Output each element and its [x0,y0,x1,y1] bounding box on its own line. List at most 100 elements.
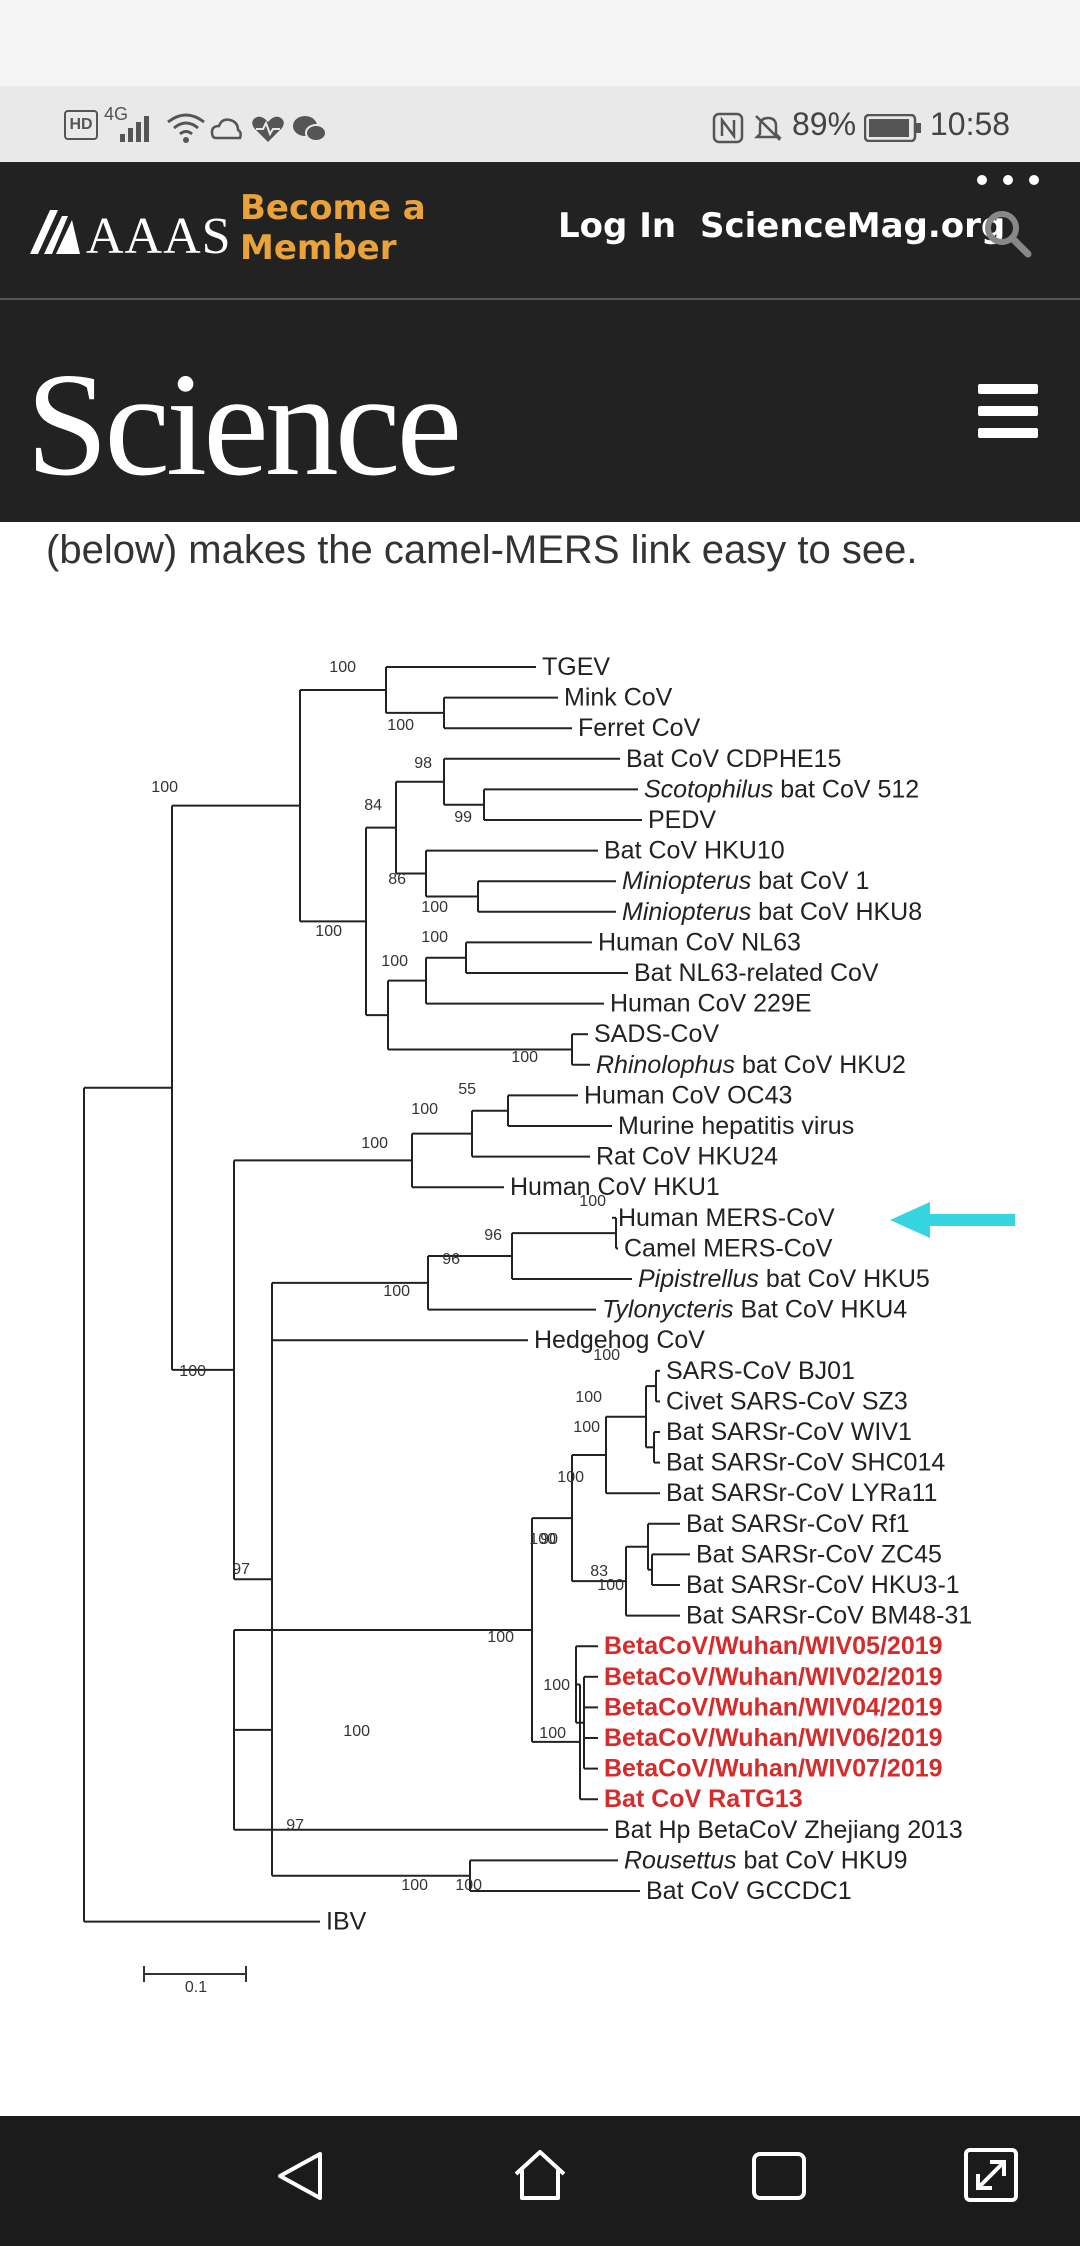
bootstrap-value: 98 [414,755,432,772]
bootstrap-value: 100 [411,1101,438,1118]
taxon-label: BetaCoV/Wuhan/WIV04/2019 [604,1693,943,1721]
taxon-label: Bat SARSr-CoV WIV1 [666,1418,912,1446]
bootstrap-value: 100 [511,1049,538,1066]
bootstrap-value: 100 [575,1389,602,1406]
taxon-label: Bat CoV CDPHE15 [626,745,841,773]
science-logo[interactable]: Science [26,343,462,507]
taxon-label: SADS-CoV [594,1020,719,1048]
bootstrap-value: 100 [315,923,342,940]
resize-icon[interactable] [962,2146,1022,2206]
bootstrap-value: 100 [361,1135,388,1152]
hamburger-menu-icon[interactable] [976,382,1040,440]
taxon-label: TGEV [542,653,610,681]
taxon-label: BetaCoV/Wuhan/WIV06/2019 [604,1724,943,1752]
bootstrap-value: 100 [455,1877,482,1894]
taxon-label: Bat CoV GCCDC1 [646,1877,852,1905]
bootstrap-value: 100 [421,899,448,916]
search-icon[interactable] [982,208,1034,260]
become-member-line2: Member [240,228,397,268]
taxon-label: Human CoV 229E [610,990,812,1018]
bootstrap-value: 97 [286,1817,304,1834]
phylogenetic-tree: 100 100 98 100 99 84 86 100 100 100 100 100 55 100 100… [83,653,1015,1996]
sciencemag-link[interactable]: ScienceMag.org [700,206,1006,246]
android-nav-bar [0,2116,1080,2246]
taxon-label: IBV [326,1908,367,1936]
taxon-label: Scotophilus bat CoV 512 [644,775,919,803]
taxon-label: Human CoV HKU1 [510,1173,720,1201]
taxon-label: Human CoV OC43 [584,1081,792,1109]
wechat-icon [293,116,327,142]
bootstrap-value: 100 [151,779,178,796]
taxon-label: Bat Hp BetaCoV Zhejiang 2013 [614,1816,963,1844]
bootstrap-value: 100 [329,659,356,676]
cyan-arrow-icon [890,1202,1015,1238]
taxon-label: Human MERS-CoV [618,1204,835,1232]
taxon-label: Ferret CoV [578,714,701,742]
taxon-label: Murine hepatitis virus [618,1112,854,1140]
bootstrap-value: 97 [232,1561,250,1578]
taxon-label: Miniopterus bat CoV 1 [622,867,869,895]
taxon-label: Tylonycteris Bat CoV HKU4 [602,1296,907,1324]
bootstrap-value: 100 [421,929,448,946]
bootstrap-value: 96 [484,1227,502,1244]
bootstrap-value: 84 [364,797,382,814]
bootstrap-value: 83 [590,1563,608,1580]
signal-icon [120,116,149,142]
taxon-label: Bat NL63-related CoV [634,959,879,987]
bootstrap-value: 100 [557,1469,584,1486]
bootstrap-value: 100 [487,1629,514,1646]
bootstrap-value: 100 [387,717,414,734]
aaas-logo[interactable]: AAAS [86,208,232,265]
taxon-label: PEDV [648,806,716,834]
taxon-label: Miniopterus bat CoV HKU8 [622,898,922,926]
bootstrap-value: 100 [573,1419,600,1436]
bootstrap-value: 100 [343,1723,370,1740]
top-blank [0,0,1080,86]
hd-icon: HD [64,110,98,140]
taxon-label: Bat SARSr-CoV BM48-31 [686,1602,972,1630]
bootstrap-value: 100 [381,953,408,970]
battery-percent: 89% [792,106,857,142]
site-header: AAAS Become a Member Log In ScienceMag.o… [0,162,1080,300]
home-icon[interactable] [510,2144,570,2204]
taxon-label: Rousettus bat CoV HKU9 [624,1846,907,1874]
intro-text: (below) makes the camel-MERS link easy t… [46,528,918,572]
bootstrap-value: 100 [593,1347,620,1364]
taxon-label: Bat SARSr-CoV ZC45 [696,1540,942,1568]
taxon-label: Pipistrellus bat CoV HKU5 [638,1265,930,1293]
taxon-label: BetaCoV/Wuhan/WIV05/2019 [604,1632,943,1660]
bootstrap-value: 100 [383,1283,410,1300]
signal-label: 4G [104,104,129,124]
bootstrap-value: 96 [442,1251,460,1268]
bootstrap-value: 100 [401,1877,428,1894]
taxon-label: Hedgehog CoV [534,1326,705,1354]
brand-bar: Science [0,300,1080,522]
scale-label: 0.1 [185,1979,207,1996]
login-link[interactable]: Log In [558,206,677,246]
recent-apps-icon[interactable] [750,2146,810,2206]
taxon-label: Bat CoV RaTG13 [604,1785,803,1813]
taxon-label: Bat SARSr-CoV SHC014 [666,1449,945,1477]
bootstrap-value: 100 [539,1725,566,1742]
taxon-label: BetaCoV/Wuhan/WIV02/2019 [604,1663,943,1691]
health-icon [252,116,284,142]
back-icon[interactable] [272,2146,332,2206]
weather-icon [210,118,242,140]
more-options-icon[interactable] [970,170,1050,190]
taxon-label: Rat CoV HKU24 [596,1143,778,1171]
bootstrap-value: 90 [540,1531,558,1548]
bootstrap-value: 100 [179,1363,206,1380]
status-bar: HD 4G 89% 10:58 [0,86,1080,162]
taxon-label: Bat CoV HKU10 [604,837,785,865]
taxon-label: Camel MERS-CoV [624,1234,833,1262]
clock: 10:58 [930,106,1011,142]
taxon-label: Rhinolophus bat CoV HKU2 [596,1051,906,1079]
bootstrap-value: 100 [529,1531,556,1548]
bootstrap-value: 55 [458,1081,476,1098]
become-member-link[interactable]: Become a Member [240,188,426,268]
taxon-label: Mink CoV [564,684,673,712]
wifi-icon [167,113,205,143]
bootstrap-value: 100 [597,1577,624,1594]
taxon-label: Human CoV NL63 [598,928,801,956]
